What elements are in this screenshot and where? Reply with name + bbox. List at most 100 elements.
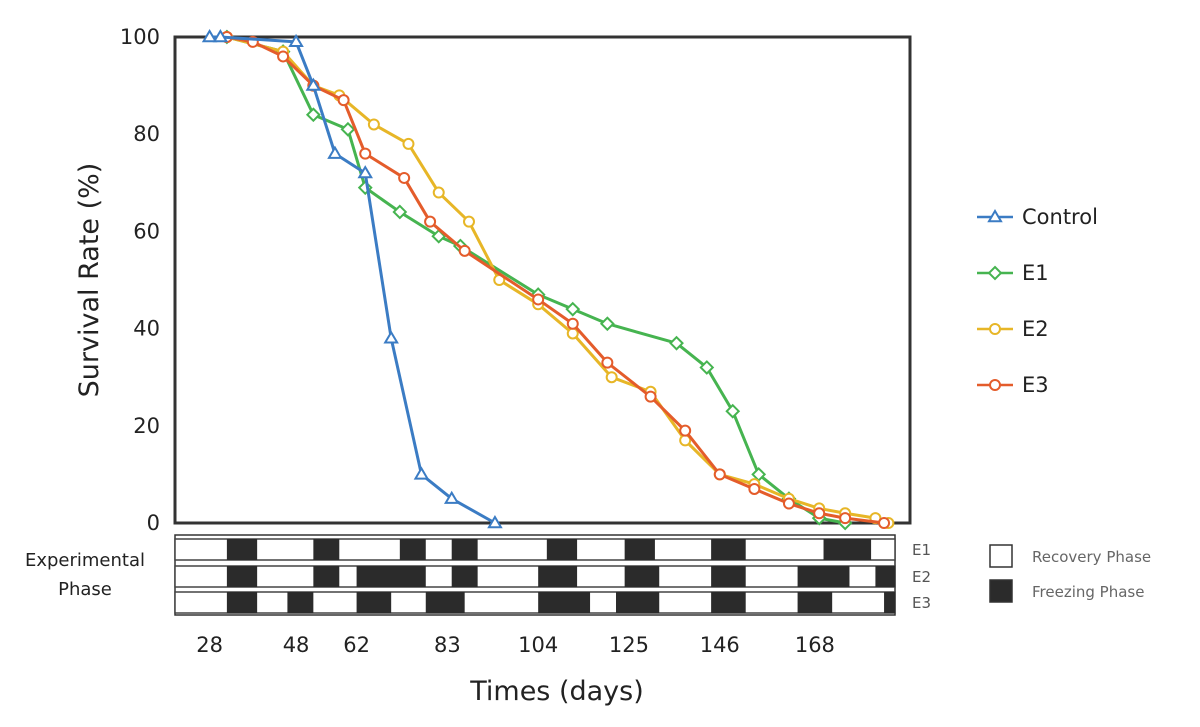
data-point <box>212 29 229 43</box>
freezing-segment <box>356 566 426 587</box>
legend-marker <box>987 265 1003 281</box>
x-tick-label: 125 <box>609 633 649 657</box>
data-point <box>605 371 618 384</box>
phase-row-track <box>174 538 896 561</box>
legend-item: Control <box>977 205 1098 229</box>
data-point <box>748 482 761 495</box>
data-point <box>487 515 503 529</box>
y-tick-label: 40 <box>133 317 160 341</box>
legend-marker <box>989 379 1001 391</box>
freezing-segment <box>287 592 314 613</box>
data-point <box>566 327 579 340</box>
data-point <box>813 507 826 520</box>
data-point <box>566 317 579 330</box>
data-point <box>644 390 657 403</box>
freezing-segment <box>313 539 340 560</box>
x-tick-label: 83 <box>434 633 461 657</box>
y-tick-label: 80 <box>133 122 160 146</box>
legend-label: E3 <box>1022 373 1049 397</box>
y-axis-title: Survival Rate (%) <box>74 163 105 398</box>
freezing-segment <box>624 566 660 587</box>
data-point <box>679 424 692 437</box>
series-line <box>226 35 885 525</box>
data-point <box>458 244 471 257</box>
data-point <box>357 165 373 179</box>
freezing-segment <box>538 566 578 587</box>
series-e1 <box>219 29 853 531</box>
phase-row-e1: E1 <box>174 538 931 561</box>
phase-legend-item: Freezing Phase <box>989 579 1144 603</box>
x-tick-label: 62 <box>343 633 370 657</box>
legend: Control E1 E2 E3 <box>977 205 1098 397</box>
phase-legend-label: Recovery Phase <box>1032 548 1151 566</box>
freezing-segment <box>884 592 895 613</box>
x-tick-label: 168 <box>795 633 835 657</box>
data-point <box>565 301 581 317</box>
series-e2 <box>220 31 895 529</box>
legend-label: E1 <box>1022 261 1049 285</box>
x-tick-label: 146 <box>700 633 740 657</box>
phase-row-track <box>174 565 896 588</box>
x-axis-title: Times (days) <box>469 676 644 707</box>
series-line <box>226 35 889 525</box>
series-layer <box>201 29 895 531</box>
freezing-segment <box>823 539 872 560</box>
freezing-segment <box>624 539 655 560</box>
y-tick-label: 20 <box>133 414 160 438</box>
y-tick-label: 100 <box>120 25 160 49</box>
freezing-segment <box>711 539 746 560</box>
phase-legend-swatch <box>989 544 1013 568</box>
phase-legend-label: Freezing Phase <box>1032 583 1144 601</box>
data-point <box>532 293 545 306</box>
data-point <box>601 356 614 369</box>
legend-label: E2 <box>1022 317 1049 341</box>
data-point <box>669 335 684 351</box>
data-point <box>327 145 343 159</box>
data-point <box>288 33 304 48</box>
data-point <box>463 215 475 228</box>
x-tick-label: 48 <box>283 633 310 657</box>
freezing-segment <box>313 566 340 587</box>
data-point <box>340 121 356 137</box>
series-line <box>209 35 496 525</box>
x-tick-label: 28 <box>196 633 223 657</box>
data-point <box>359 147 372 160</box>
legend-marker <box>989 323 1001 335</box>
data-point <box>402 137 415 150</box>
series-e3 <box>220 31 891 529</box>
data-point <box>392 204 408 220</box>
series-control <box>201 29 503 529</box>
phase-row-e3: E3 <box>174 591 931 614</box>
series-line <box>226 35 846 525</box>
x-tick-label: 104 <box>518 633 558 657</box>
data-point <box>839 512 852 525</box>
freezing-segment <box>546 539 578 560</box>
legend-marker <box>987 209 1003 223</box>
freezing-segment <box>711 592 746 613</box>
legend-item: E2 <box>977 317 1049 341</box>
data-point <box>432 186 445 199</box>
freezing-segment <box>451 539 478 560</box>
freezing-segment <box>399 539 426 560</box>
legend-item: E3 <box>977 373 1049 397</box>
data-point <box>305 77 322 91</box>
freezing-segment <box>875 566 895 587</box>
freezing-segment <box>538 592 591 613</box>
phase-panel: E1 E2 E3 Experimental Phase Recovery Phase Fre… <box>25 534 1151 616</box>
data-point <box>599 316 615 332</box>
data-point <box>424 215 437 228</box>
phase-row-track <box>174 591 896 614</box>
data-point <box>725 403 741 419</box>
x-axis: 28 48 62 83 104 125 146 168 <box>196 633 835 657</box>
data-point <box>443 490 460 504</box>
legend-label: Control <box>1022 205 1098 229</box>
phase-legend-swatch <box>989 579 1013 603</box>
y-tick-label: 60 <box>133 219 160 243</box>
data-point <box>367 118 380 131</box>
phase-row-label: E1 <box>912 541 931 559</box>
data-point <box>413 466 430 480</box>
data-point <box>782 497 795 510</box>
data-point <box>878 517 891 529</box>
phase-row-label: E3 <box>912 594 931 612</box>
